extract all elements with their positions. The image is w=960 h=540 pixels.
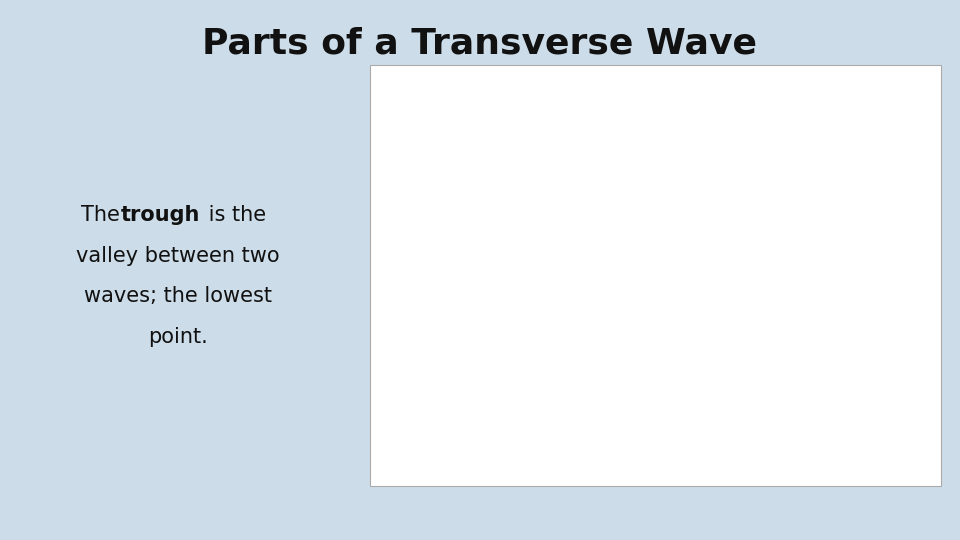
Text: trough: trough bbox=[486, 384, 654, 468]
Text: waves; the lowest: waves; the lowest bbox=[84, 286, 272, 306]
Text: point.: point. bbox=[148, 327, 207, 347]
Text: trough: trough bbox=[121, 205, 201, 225]
Text: The: The bbox=[82, 205, 127, 225]
Text: valley between two: valley between two bbox=[76, 246, 279, 266]
Text: Parts of a Transverse Wave: Parts of a Transverse Wave bbox=[203, 27, 757, 61]
Text: is the: is the bbox=[203, 205, 266, 225]
